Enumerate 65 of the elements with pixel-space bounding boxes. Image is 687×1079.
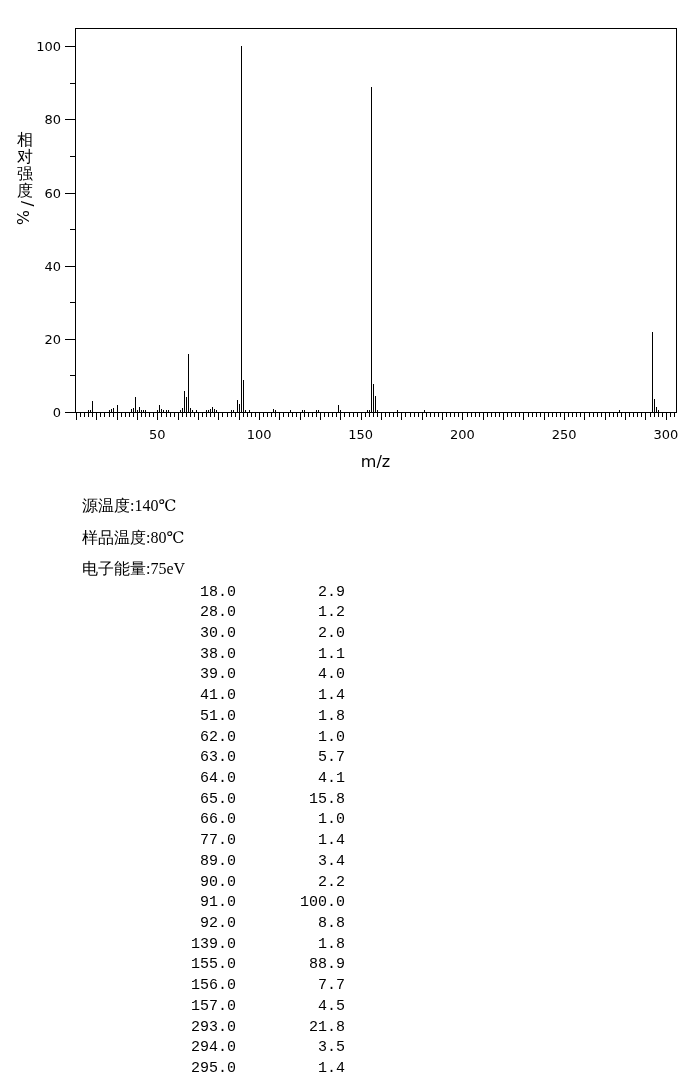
table-mz: 157.0 bbox=[191, 997, 236, 1015]
table-mz: 51.0 bbox=[200, 707, 236, 725]
table-mz: 28.0 bbox=[200, 604, 236, 622]
table-intensity: 1.1 bbox=[318, 645, 345, 663]
table-intensity: 4.0 bbox=[318, 666, 345, 684]
x-tick-label: 250 bbox=[551, 427, 577, 442]
table-mz: 294.0 bbox=[191, 1039, 236, 1057]
ylabel: 相对强度/% bbox=[13, 130, 38, 226]
table-mz: 18.0 bbox=[200, 583, 236, 601]
x-tick-label: 300 bbox=[653, 427, 679, 442]
table-intensity: 2.2 bbox=[318, 873, 345, 891]
table-intensity: 5.7 bbox=[318, 749, 345, 767]
table-intensity: 3.4 bbox=[318, 852, 345, 870]
table-mz: 139.0 bbox=[191, 935, 236, 953]
x-tick-label: 50 bbox=[149, 427, 166, 442]
table-intensity: 1.0 bbox=[318, 728, 345, 746]
table-intensity: 1.4 bbox=[318, 1060, 345, 1077]
table-mz: 89.0 bbox=[200, 852, 236, 870]
table-intensity: 21.8 bbox=[309, 1018, 345, 1036]
table-mz: 66.0 bbox=[200, 811, 236, 829]
note: 样品温度:80℃ bbox=[82, 528, 185, 546]
table-intensity: 3.5 bbox=[318, 1039, 345, 1057]
y-tick-label: 60 bbox=[44, 185, 61, 201]
y-tick-label: 100 bbox=[36, 39, 61, 55]
table-intensity: 15.8 bbox=[309, 790, 345, 808]
table-mz: 63.0 bbox=[200, 749, 236, 767]
note: 源温度:140℃ bbox=[82, 497, 177, 514]
table-intensity: 1.4 bbox=[318, 687, 345, 705]
table-intensity: 8.8 bbox=[318, 915, 345, 932]
table-intensity: 1.8 bbox=[318, 935, 345, 953]
table-mz: 156.0 bbox=[191, 977, 236, 995]
table-mz: 90.0 bbox=[200, 873, 236, 891]
table-mz: 65.0 bbox=[200, 790, 236, 808]
y-tick-label: 0 bbox=[52, 405, 61, 420]
table-intensity: 100.0 bbox=[300, 894, 345, 912]
table-mz: 77.0 bbox=[200, 832, 236, 850]
table-mz: 41.0 bbox=[200, 687, 236, 705]
table-mz: 295.0 bbox=[191, 1060, 236, 1077]
y-tick-label: 20 bbox=[44, 331, 61, 347]
table-mz: 293.0 bbox=[191, 1018, 236, 1036]
note: 电子能量:75eV bbox=[82, 560, 186, 577]
y-tick-label: 40 bbox=[44, 258, 61, 274]
table-mz: 64.0 bbox=[200, 769, 236, 787]
table-intensity: 1.4 bbox=[318, 832, 345, 850]
table-mz: 91.0 bbox=[200, 894, 236, 912]
table-mz: 38.0 bbox=[200, 645, 236, 663]
table-intensity: 4.5 bbox=[318, 997, 345, 1015]
table-intensity: 1.0 bbox=[318, 811, 345, 829]
xlabel: m/z bbox=[360, 452, 391, 471]
table-intensity: 2.9 bbox=[318, 583, 345, 601]
table-intensity: 1.8 bbox=[318, 707, 345, 725]
table-mz: 39.0 bbox=[200, 666, 236, 684]
table-intensity: 88.9 bbox=[309, 956, 345, 974]
table-mz: 30.0 bbox=[200, 624, 236, 642]
table-mz: 62.0 bbox=[200, 728, 236, 746]
table-intensity: 7.7 bbox=[318, 977, 345, 995]
x-tick-label: 200 bbox=[450, 427, 475, 442]
table-mz: 92.0 bbox=[200, 915, 236, 932]
table-mz: 155.0 bbox=[191, 956, 236, 974]
x-tick-label: 150 bbox=[348, 427, 374, 442]
y-tick-label: 80 bbox=[44, 112, 61, 128]
table-intensity: 4.1 bbox=[318, 769, 345, 787]
table-intensity: 1.2 bbox=[318, 604, 345, 622]
x-tick-label: 100 bbox=[246, 427, 272, 442]
table-intensity: 2.0 bbox=[318, 624, 345, 642]
